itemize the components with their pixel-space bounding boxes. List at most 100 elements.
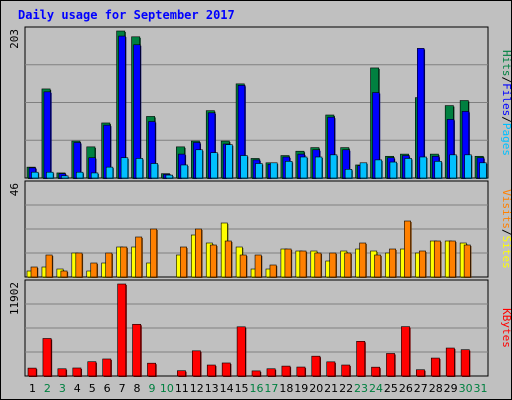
day-label: 15 <box>235 382 249 395</box>
bar-pages <box>344 169 353 179</box>
bar-kbytes <box>191 350 201 377</box>
scale-max-label: 46 <box>8 183 21 196</box>
bar-visits <box>344 252 352 278</box>
legend-kbytes: KBytes <box>500 308 512 348</box>
bar-pages <box>434 161 442 179</box>
bar-visits <box>284 248 292 278</box>
day-label: 2 <box>44 382 51 395</box>
bar-visits <box>45 254 53 278</box>
legend-entry: Pages <box>500 123 512 156</box>
day-label: 23 <box>354 382 368 395</box>
day-label: 17 <box>264 382 278 395</box>
bar-pages <box>464 154 472 179</box>
bar-kbytes <box>386 353 395 377</box>
bar-kbytes <box>445 347 455 377</box>
bar-pages <box>120 157 129 179</box>
scale-max-label: 11902 <box>8 282 21 315</box>
bar-pages <box>195 149 203 179</box>
legend-entry: Files <box>500 83 512 116</box>
bar-kbytes <box>371 366 381 377</box>
chart-title: Daily usage for September 2017 <box>18 8 235 22</box>
scale-max-label: 203 <box>8 29 21 49</box>
day-label: 3 <box>59 382 66 395</box>
legend-hits_files_pages: Hits/Files/Pages <box>500 50 512 156</box>
bar-pages <box>255 163 263 179</box>
bar-files <box>133 44 141 179</box>
bar-pages <box>180 164 188 179</box>
bar-files <box>43 91 51 179</box>
day-label: 4 <box>74 382 81 395</box>
day-label: 29 <box>444 382 458 395</box>
bar-pages <box>285 161 293 179</box>
bar-visits <box>463 244 471 278</box>
bar-pages <box>359 162 368 179</box>
day-label: 8 <box>134 382 141 395</box>
bar-visits <box>60 270 68 278</box>
legend-entry: Visits <box>500 189 512 229</box>
bar-visits <box>448 240 456 278</box>
bar-pages <box>135 158 144 179</box>
bar-pages <box>225 144 233 179</box>
legend-entry: / <box>500 229 512 236</box>
bar-visits <box>135 236 143 278</box>
bar-visits <box>329 252 337 278</box>
day-label: 27 <box>414 382 428 395</box>
day-label: 5 <box>89 382 96 395</box>
bar-visits <box>269 264 277 278</box>
legend-entry: Sites <box>500 236 512 269</box>
day-label: 1 <box>29 382 36 395</box>
day-label: 24 <box>369 382 383 395</box>
legend-entry: KBytes <box>500 308 512 348</box>
bar-kbytes <box>42 338 52 377</box>
bar-visits <box>150 228 158 278</box>
bar-pages <box>389 161 397 179</box>
bar-pages <box>90 172 99 179</box>
day-label: 28 <box>429 382 443 395</box>
bar-pages <box>76 171 84 179</box>
bar-pages <box>61 175 69 179</box>
legend-visits_sites: Visits/Sites <box>500 189 512 269</box>
bar-visits <box>254 254 262 278</box>
bar-kbytes <box>416 369 425 377</box>
bar-kbytes <box>401 326 410 377</box>
bar-visits <box>90 262 98 278</box>
bar-kbytes <box>341 364 351 377</box>
legend-entry: / <box>500 77 512 84</box>
bar-kbytes <box>236 326 246 377</box>
day-label: 31 <box>474 382 488 395</box>
bar-kbytes <box>281 365 291 377</box>
bar-kbytes <box>311 355 321 377</box>
bar-pages <box>31 171 39 179</box>
day-label: 9 <box>148 382 155 395</box>
bar-kbytes <box>296 366 306 377</box>
bar-visits <box>180 246 187 278</box>
bar-visits <box>314 252 322 278</box>
bar-kbytes <box>72 367 82 377</box>
bar-visits <box>239 254 247 278</box>
bar-visits <box>404 220 411 278</box>
bar-kbytes <box>132 323 142 377</box>
day-label: 13 <box>205 382 219 395</box>
bar-visits <box>75 252 83 278</box>
bar-pages <box>419 156 427 179</box>
day-label: 21 <box>324 382 338 395</box>
bar-kbytes <box>251 370 261 377</box>
bar-visits <box>359 242 367 278</box>
bar-kbytes <box>266 368 276 377</box>
day-label: 18 <box>279 382 293 395</box>
day-label: 11 <box>175 382 189 395</box>
day-label: 10 <box>160 382 174 395</box>
day-label: 22 <box>339 382 353 395</box>
day-label: 7 <box>119 382 126 395</box>
bar-kbytes <box>206 364 216 377</box>
bar-visits <box>30 266 38 278</box>
bar-visits <box>120 246 128 278</box>
bar-pages <box>479 162 487 179</box>
day-label: 25 <box>384 382 398 395</box>
bar-kbytes <box>326 361 336 377</box>
bar-pages <box>300 156 308 179</box>
bar-kbytes <box>430 357 440 377</box>
day-label: 14 <box>220 382 234 395</box>
bar-files <box>118 35 126 179</box>
